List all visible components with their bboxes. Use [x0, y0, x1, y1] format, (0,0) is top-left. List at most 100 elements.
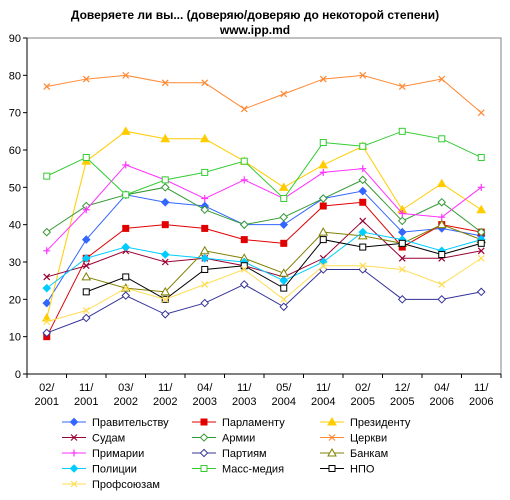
y-tick-label: 40 [9, 220, 21, 232]
data-point [199, 245, 210, 255]
data-point [201, 280, 209, 288]
legend-entry: Судам [62, 433, 125, 445]
data-point [42, 227, 52, 237]
data-point [82, 75, 90, 83]
data-point [398, 266, 406, 273]
y-tick-label: 50 [9, 182, 21, 194]
y-tick-label: 70 [9, 108, 21, 120]
data-point [160, 250, 170, 259]
legend-label: Профсоюзам [92, 479, 160, 491]
data-point [319, 139, 327, 147]
data-point [121, 291, 131, 300]
data-point [160, 286, 171, 296]
chart-title: Доверяете ли вы... (доверяю/доверяю до н… [71, 8, 439, 22]
data-point [82, 288, 90, 296]
legend-label: Партиям [222, 448, 267, 460]
legend-entry: Правительству [62, 417, 169, 429]
data-point [359, 217, 367, 225]
data-point [240, 266, 248, 273]
x-tick-label: 11/2006 [469, 382, 493, 408]
legend-swatch-marker [70, 449, 78, 457]
legend-swatch-marker [327, 416, 337, 426]
legend-entry: Церкви [320, 433, 387, 445]
legend-entry: Профсоюзам [62, 479, 160, 491]
data-point [359, 165, 367, 173]
series-line [46, 74, 482, 114]
data-point [279, 302, 289, 312]
data-point [122, 224, 130, 232]
legend-label: Парламенту [222, 417, 285, 429]
data-point [477, 183, 485, 191]
legend-entry: Масс-медия [192, 464, 284, 476]
legend-swatch-marker [70, 480, 78, 488]
data-point [319, 168, 327, 176]
data-point [359, 71, 367, 79]
data-point [42, 283, 52, 293]
data-point [41, 312, 52, 322]
legend-swatch-marker [328, 434, 336, 441]
data-point [239, 280, 249, 289]
legend-entry: НПО [320, 464, 375, 476]
legend: Правительству Парламенту Президенту Судам Ар… [62, 416, 411, 491]
x-tick-label: 11/2003 [232, 382, 256, 408]
legend-entry: Партиям [192, 448, 267, 460]
data-point [477, 109, 485, 117]
data-point [398, 239, 406, 247]
x-tick-label: 11/2004 [311, 382, 335, 408]
y-tick-label: 80 [9, 70, 21, 82]
data-point [436, 178, 447, 188]
legend-entry: Президенту [320, 416, 411, 429]
x-tick-label: 03/2002 [114, 382, 138, 408]
data-point [82, 206, 90, 214]
data-point [81, 271, 92, 281]
legend-swatch-marker [200, 465, 208, 472]
data-point [200, 298, 210, 308]
x-tick-label: 04/2006 [430, 382, 454, 408]
data-point [82, 262, 90, 270]
legend-label: Банкам [350, 448, 388, 460]
data-point [82, 307, 90, 314]
legend-entry: Полиции [62, 464, 137, 476]
legend-label: Президенту [350, 417, 411, 429]
data-point [397, 295, 407, 304]
data-point [81, 235, 91, 244]
x-tick-label: 02/2001 [35, 382, 59, 408]
legend-swatch-marker [199, 433, 209, 442]
x-tick-label: 02/2005 [351, 382, 375, 408]
data-point [161, 221, 169, 229]
data-point [161, 79, 169, 87]
data-point [81, 253, 91, 263]
data-point [279, 212, 289, 222]
data-point [280, 239, 288, 247]
data-point [82, 153, 90, 161]
data-point [476, 204, 487, 214]
data-point [160, 133, 171, 143]
data-point [436, 219, 447, 229]
data-point [240, 236, 248, 244]
data-point [359, 142, 367, 150]
series-line [46, 220, 482, 278]
series-layer [41, 71, 487, 341]
data-point [43, 247, 51, 255]
data-point [318, 227, 329, 236]
data-point [437, 197, 447, 207]
series-line [46, 257, 482, 323]
data-point [359, 262, 367, 270]
legend-label: НПО [350, 464, 375, 476]
legend-swatch-marker [328, 465, 336, 472]
data-point [358, 186, 368, 196]
data-point [319, 202, 327, 210]
data-point [438, 280, 446, 288]
series-line [46, 190, 482, 304]
data-point [278, 182, 289, 191]
series-line [46, 179, 482, 233]
data-point [200, 253, 210, 263]
legend-swatch-marker [199, 448, 209, 458]
data-point [398, 127, 406, 135]
series-line [46, 201, 482, 337]
axes: 0 10 20 30 40 50 60 70 80 90 02/2001 11/2001 03/2002… [9, 33, 502, 408]
data-point [240, 176, 248, 184]
data-point [280, 90, 288, 98]
data-point [358, 175, 368, 185]
